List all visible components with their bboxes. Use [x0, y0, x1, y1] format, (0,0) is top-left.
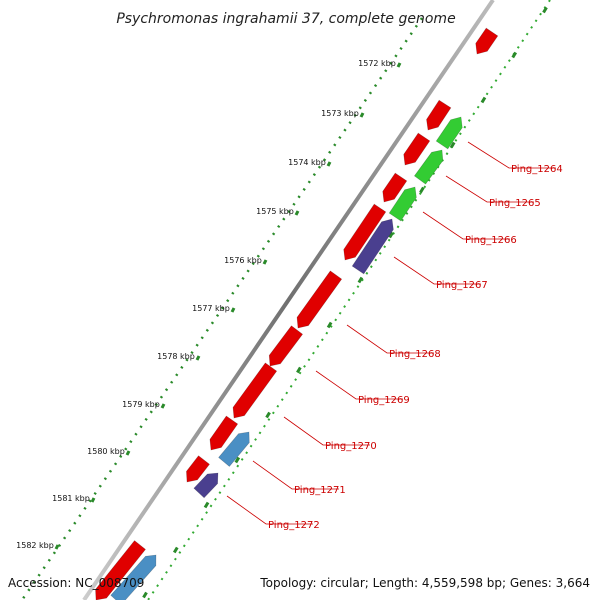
gene-arrow [413, 149, 444, 185]
gene-leader-line [422, 211, 510, 240]
gene-arrow [426, 99, 452, 131]
gene-leader-line [445, 175, 534, 203]
inner-ring-dash [419, 186, 425, 194]
kbp-tick-mark [326, 161, 332, 167]
outer-dotted-ring [20, 17, 424, 600]
inner-dotted-ring [147, 0, 551, 600]
gene-features [95, 27, 499, 600]
kbp-tick-mark [195, 355, 201, 361]
inner-ring-dash [265, 411, 271, 419]
gene-labels: Ping_1264 Ping_1265 Ping_1266 Ping_1267 Ping… [226, 141, 563, 531]
genome-backbone [82, 0, 495, 600]
gene-arrow [475, 27, 499, 55]
gene-arrow [296, 270, 343, 329]
kbp-tick-label: 1572 kbp [358, 59, 396, 68]
gene-leader-line [283, 416, 370, 446]
gene-leader-line [467, 141, 556, 169]
gene-arrow [232, 362, 278, 419]
kbp-tick-mark [160, 403, 166, 409]
inner-ring-dash [172, 546, 179, 554]
gene-arrow [382, 172, 408, 203]
gene-label: Ping_1268 [389, 349, 441, 360]
kbp-tick-mark [359, 112, 365, 118]
kbp-tick-label: 1577 kbp [192, 304, 230, 313]
kbp-tick-label: 1574 kbp [288, 158, 326, 167]
kbp-tick-label: 1575 kbp [256, 207, 294, 216]
gene-leader-line [252, 460, 339, 490]
kbp-ticks: 1572 kbp 1573 kbp 1574 kbp 1575 kbp 1576 kbp… [16, 59, 402, 550]
inner-ring-dash [542, 6, 548, 14]
inner-ring-dash [142, 591, 148, 599]
kbp-tick-label: 1579 kbp [122, 400, 160, 409]
kbp-tick-mark [90, 497, 96, 503]
kbp-tick-label: 1580 kbp [87, 447, 125, 456]
inner-ring-dash [296, 366, 302, 374]
inner-ring-dash [326, 321, 333, 329]
kbp-tick-mark [294, 210, 300, 216]
gene-label: Ping_1266 [465, 235, 517, 246]
gene-label: Ping_1272 [268, 520, 320, 531]
kbp-tick-label: 1578 kbp [157, 352, 195, 361]
gene-label: Ping_1265 [489, 198, 541, 209]
gene-leader-line [226, 495, 313, 525]
inner-ring-dash [234, 456, 241, 464]
topology-text: Topology: circular; Length: 4,559,598 bp… [259, 576, 590, 590]
gene-arrow [351, 218, 394, 275]
gene-arrow [268, 325, 304, 367]
gene-arrow [388, 186, 417, 222]
kbp-tick-mark [125, 450, 131, 456]
gene-label: Ping_1267 [436, 280, 488, 291]
gene-leader-line [346, 324, 434, 354]
kbp-tick-mark [396, 62, 402, 68]
gene-leader-line [315, 370, 403, 400]
inner-ring-dash [203, 501, 210, 509]
inner-ring-dash [388, 231, 394, 239]
accession-text: Accession: NC_008709 [8, 576, 144, 590]
gene-arrow [95, 540, 146, 600]
inner-ring-dashes [142, 6, 548, 599]
kbp-tick-label: 1581 kbp [52, 494, 90, 503]
kbp-tick-label: 1582 kbp [16, 541, 54, 550]
kbp-tick-mark [54, 544, 60, 550]
kbp-tick-label: 1576 kbp [224, 256, 262, 265]
gene-label: Ping_1264 [511, 164, 563, 175]
gene-label: Ping_1270 [325, 441, 377, 452]
gene-arrow [403, 132, 431, 166]
inner-ring-dash [511, 51, 518, 59]
gene-arrow [343, 203, 387, 261]
gene-arrow [209, 415, 239, 451]
gene-label: Ping_1271 [294, 485, 346, 496]
gene-arrow [110, 554, 157, 600]
kbp-tick-label: 1573 kbp [321, 109, 359, 118]
gene-arrow [186, 455, 210, 483]
inner-ring-dash [357, 276, 364, 284]
gene-arrow [218, 431, 250, 467]
inner-ring-dash [449, 141, 456, 149]
inner-ring-dash [480, 96, 487, 104]
kbp-tick-mark [262, 259, 268, 265]
gene-leader-line [393, 256, 481, 285]
kbp-tick-mark [230, 307, 236, 313]
gene-label: Ping_1269 [358, 395, 410, 406]
map-title: Psychromonas ingrahamii 37, complete gen… [116, 11, 455, 27]
gene-arrow [193, 472, 219, 499]
gene-arrow [435, 116, 463, 150]
